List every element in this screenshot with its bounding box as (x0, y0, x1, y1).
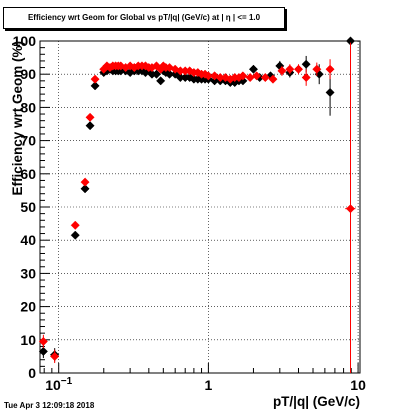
data-point (38, 346, 48, 356)
data-point (285, 64, 295, 74)
data-point (325, 87, 335, 98)
data-point (203, 71, 213, 81)
timestamp: Tue Apr 3 12:09:18 2018 (4, 401, 95, 410)
data-point (301, 59, 311, 69)
y-tick-label: 70 (20, 133, 36, 149)
x-tick-label: 10−1 (45, 376, 72, 393)
data-series (38, 36, 356, 373)
series (38, 36, 356, 362)
data-point (85, 112, 95, 122)
chart-title: Efficiency wrt Geom for Global vs pT/|q|… (27, 13, 261, 22)
data-point (80, 184, 90, 194)
y-tick-label: 90 (20, 66, 36, 82)
data-point (90, 81, 100, 91)
x-axis-label: pT/|q| (GeV/c) (273, 394, 360, 409)
data-point (164, 63, 175, 73)
x-tick-label: 10 (350, 377, 366, 393)
y-tick-label: 50 (20, 199, 36, 215)
data-point (80, 177, 90, 187)
y-tick-label: 100 (13, 33, 37, 49)
data-point (268, 74, 278, 84)
data-point (252, 71, 262, 81)
data-point (151, 69, 162, 79)
data-point (245, 72, 255, 83)
y-tick-label: 30 (20, 265, 36, 281)
chart-title-box: Efficiency wrt Geom for Global vs pT/|q|… (3, 7, 285, 29)
data-point (238, 71, 248, 81)
data-point (90, 74, 100, 84)
data-point (156, 76, 166, 86)
data-point (293, 64, 304, 74)
y-tick-label: 10 (20, 332, 36, 348)
data-point (260, 72, 270, 83)
x-tick-label: 1 (204, 377, 212, 393)
y-tick-label: 0 (28, 365, 36, 381)
y-tick-label: 60 (20, 166, 36, 182)
y-tick-label: 40 (20, 232, 36, 248)
data-point (70, 230, 80, 240)
y-tick-label: 20 (20, 299, 36, 315)
data-point (277, 66, 287, 76)
grid-lines (40, 41, 360, 373)
data-point (345, 204, 356, 214)
data-point (70, 220, 80, 230)
data-point (50, 351, 60, 361)
data-point (248, 64, 259, 74)
data-point (38, 336, 48, 347)
data-point (301, 72, 311, 83)
y-axis-label: Efficiency wrt Geom (%) (10, 41, 25, 196)
data-point (325, 64, 335, 74)
y-tick-label: 80 (20, 99, 36, 115)
axes: 0 10 20 30 40 50 60 70 80 90 100 10−1 1 10 (13, 33, 366, 393)
data-point (312, 64, 322, 74)
series (38, 42, 356, 373)
data-point (85, 121, 95, 131)
